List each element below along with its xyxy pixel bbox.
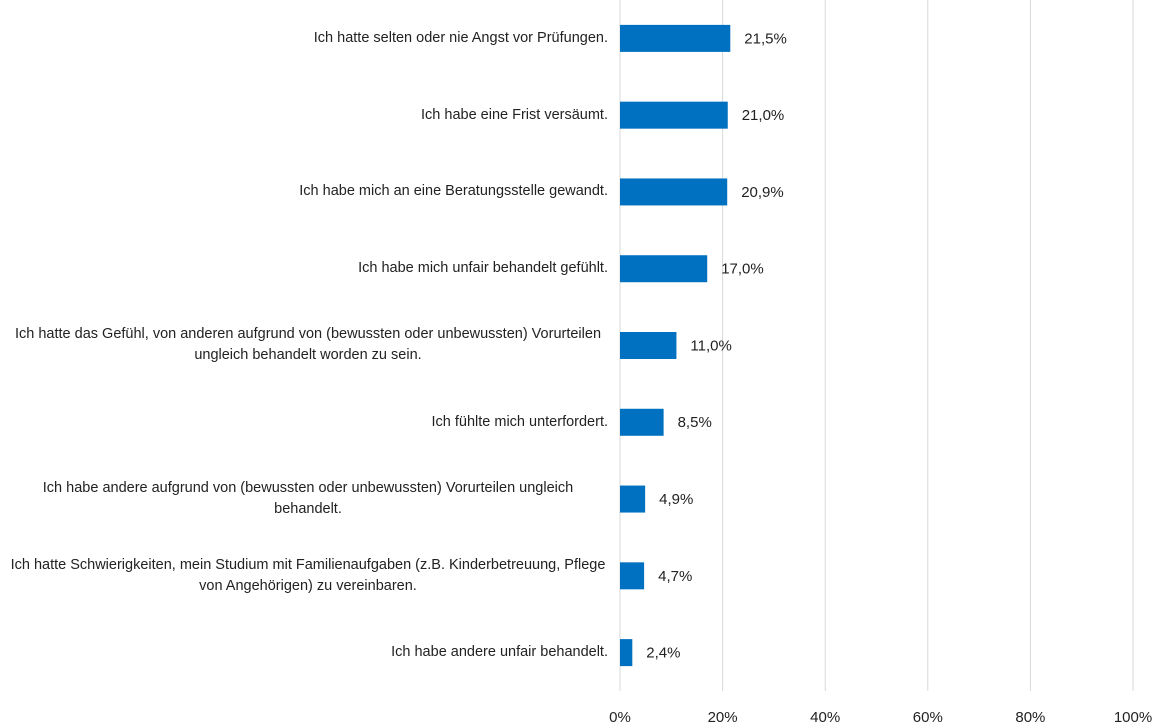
category-label: Ich hatte selten oder nie Angst vor Prüf… bbox=[0, 0, 608, 77]
bar bbox=[620, 562, 645, 590]
value-label: 4,9% bbox=[659, 491, 693, 508]
category-text: Ich habe mich unfair behandelt gefühlt. bbox=[358, 260, 608, 277]
x-tick-label: 0% bbox=[609, 709, 631, 726]
value-label: 20,9% bbox=[741, 184, 784, 201]
bar bbox=[620, 639, 633, 667]
category-text: Ich hatte Schwierigkeiten, mein Studium … bbox=[10, 556, 606, 594]
bar bbox=[620, 408, 664, 436]
bar bbox=[620, 24, 731, 52]
value-label: 21,5% bbox=[744, 30, 787, 47]
x-tick-label: 60% bbox=[913, 709, 943, 726]
value-label: 4,7% bbox=[658, 568, 692, 585]
category-text: Ich habe andere aufgrund von (bewussten … bbox=[42, 480, 574, 518]
category-label: Ich habe andere aufgrund von (bewussten … bbox=[0, 461, 608, 538]
category-label: Ich habe andere unfair behandelt. bbox=[0, 614, 608, 691]
value-label: 2,4% bbox=[646, 645, 680, 662]
category-text: Ich habe eine Frist versäumt. bbox=[421, 106, 608, 123]
bar bbox=[620, 332, 677, 359]
bar bbox=[620, 178, 728, 206]
category-label: Ich fühlte mich unterfordert. bbox=[0, 384, 609, 461]
category-text: Ich habe mich an eine Beratungsstelle ge… bbox=[299, 183, 608, 200]
category-text: Ich hatte das Gefühl, von anderen aufgru… bbox=[14, 326, 602, 364]
bar bbox=[620, 101, 728, 129]
x-tick-label: 20% bbox=[708, 709, 738, 726]
category-text: Ich habe andere unfair behandelt. bbox=[391, 644, 608, 661]
category-label: Ich hatte Schwierigkeiten, mein Studium … bbox=[0, 537, 608, 614]
x-tick-label: 40% bbox=[810, 709, 840, 726]
value-label: 11,0% bbox=[690, 337, 731, 354]
category-text: Ich fühlte mich unterfordert. bbox=[431, 413, 609, 430]
value-label: 8,5% bbox=[678, 414, 712, 431]
category-text: Ich hatte selten oder nie Angst vor Prüf… bbox=[313, 29, 608, 46]
bar bbox=[620, 255, 708, 283]
x-tick-label: 80% bbox=[1015, 709, 1045, 726]
category-label: Ich hatte das Gefühl, von anderen aufgru… bbox=[0, 307, 608, 384]
bar bbox=[620, 485, 646, 513]
x-tick-label: 100% bbox=[1114, 709, 1152, 726]
category-label: Ich habe mich unfair behandelt gefühlt. bbox=[0, 230, 608, 307]
category-label: Ich habe mich an eine Beratungsstelle ge… bbox=[0, 154, 608, 231]
value-label: 17,0% bbox=[721, 261, 764, 278]
value-label: 21,0% bbox=[742, 107, 785, 124]
category-label: Ich habe eine Frist versäumt. bbox=[0, 77, 608, 154]
